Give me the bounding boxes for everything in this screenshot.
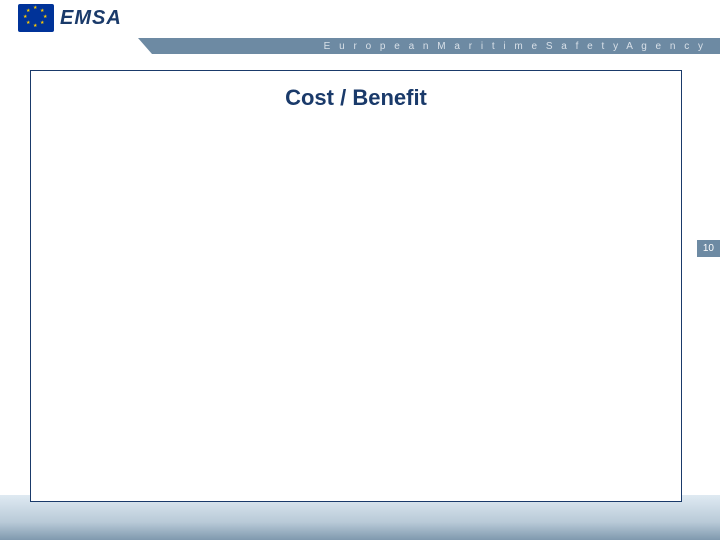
slide-frame: Cost / Benefit <box>30 70 682 502</box>
logo: ★★ ★★ ★★ ★★ EMSA <box>18 4 122 32</box>
tagline: E u r o p e a n M a r i t i m e S a f e … <box>324 41 706 52</box>
tagline-ribbon: E u r o p e a n M a r i t i m e S a f e … <box>12 38 720 54</box>
chart-title: Cost / Benefit <box>31 85 681 111</box>
eu-flag-icon: ★★ ★★ ★★ ★★ <box>18 4 54 32</box>
slide-number: 10 <box>697 240 720 257</box>
header: ★★ ★★ ★★ ★★ EMSA E u r o p e a n M a r i… <box>0 0 720 48</box>
brand-text: EMSA <box>60 7 122 30</box>
